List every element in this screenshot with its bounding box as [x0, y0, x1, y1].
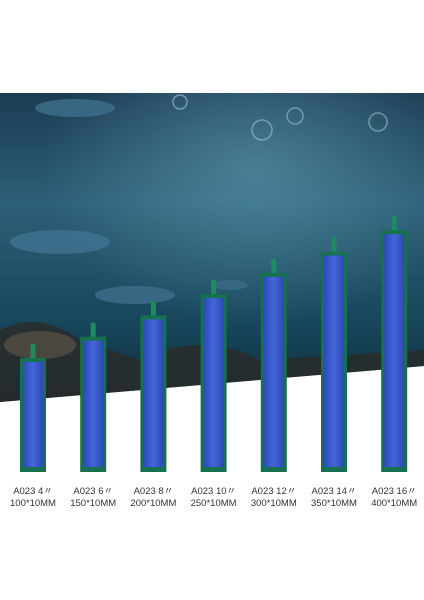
size-label: 400*10MM [371, 498, 417, 509]
cap-top [21, 358, 45, 363]
size-label: 100*10MM [10, 498, 56, 509]
nozzle [391, 216, 397, 233]
size-label: 300*10MM [251, 498, 297, 509]
cap-top [81, 336, 106, 342]
edge-right [283, 272, 287, 472]
air-stone [323, 255, 345, 468]
cap-top [322, 251, 346, 257]
underwater-scene [0, 93, 424, 402]
cap-bottom [21, 467, 45, 472]
air-stone [142, 319, 165, 468]
size-label: 350*10MM [311, 498, 357, 509]
edge-right [223, 294, 227, 472]
nozzle [211, 280, 217, 297]
cap-bottom [201, 467, 226, 472]
edge-right [404, 230, 408, 472]
model-label: A023 14〃 [312, 486, 357, 497]
cap-top [382, 230, 407, 236]
edge-left [200, 294, 204, 472]
cap-bottom [141, 467, 166, 472]
nozzle [271, 258, 277, 275]
model-label: A023 16〃 [372, 486, 417, 497]
cap-top [201, 294, 226, 300]
size-label: 200*10MM [130, 498, 176, 509]
size-label: 250*10MM [191, 498, 237, 509]
cap-bottom [322, 467, 346, 472]
model-label: A023 6〃 [73, 486, 113, 497]
air-stone [262, 276, 285, 468]
edge-right [43, 358, 46, 472]
edge-left [80, 336, 84, 472]
product-list: A023 4〃100*10MM A023 6〃150*10MM A023 8〃200… [10, 216, 417, 509]
model-label: A023 4〃 [13, 486, 53, 497]
cap-top [261, 272, 286, 278]
edge-left [20, 358, 23, 472]
air-stone [202, 298, 225, 468]
edge-right [163, 315, 167, 472]
model-label: A023 12〃 [251, 486, 296, 497]
edge-left [260, 272, 264, 472]
nozzle [30, 344, 36, 360]
air-stone [22, 362, 44, 468]
nozzle [150, 301, 156, 318]
nozzle [331, 237, 337, 254]
air-stone [82, 340, 105, 468]
edge-right [344, 251, 347, 472]
edge-left [321, 251, 324, 472]
cap-bottom [81, 467, 106, 472]
size-label: 150*10MM [70, 498, 116, 509]
edge-left [381, 230, 385, 472]
model-label: A023 8〃 [134, 486, 174, 497]
air-stone [383, 234, 406, 468]
edge-right [103, 336, 107, 472]
cap-bottom [261, 467, 286, 472]
model-label: A023 10〃 [191, 486, 236, 497]
cap-top [141, 315, 166, 321]
nozzle [90, 322, 96, 339]
edge-left [140, 315, 144, 472]
cap-bottom [382, 467, 407, 472]
